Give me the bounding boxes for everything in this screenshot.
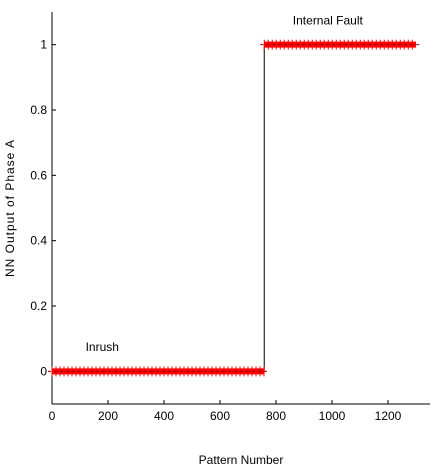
y-axis-label: NN Output of Phase A bbox=[3, 139, 17, 277]
x-tick-label: 400 bbox=[154, 409, 174, 423]
plot-area bbox=[48, 39, 420, 377]
y-tick-label: 0.6 bbox=[30, 168, 47, 182]
y-tick-label: 0.4 bbox=[30, 234, 47, 248]
x-tick-label: 800 bbox=[266, 409, 286, 423]
y-tick-label: 0 bbox=[40, 364, 47, 378]
series-line bbox=[52, 44, 416, 372]
y-tick-label: 0.2 bbox=[30, 299, 47, 313]
x-axis-label: Pattern Number bbox=[199, 453, 284, 467]
x-axis: 0 200 400 600 800 1000 1200 bbox=[49, 400, 402, 423]
y-axis: 0 0.2 0.4 0.6 0.8 1 bbox=[30, 38, 56, 378]
x-tick-label: 600 bbox=[210, 409, 230, 423]
y-tick-label: 0.8 bbox=[30, 103, 47, 117]
y-tick-label: 1 bbox=[40, 38, 47, 52]
annotation-label: Internal Fault bbox=[293, 13, 364, 27]
axes-frame bbox=[51, 12, 430, 405]
x-tick-label: 1200 bbox=[375, 409, 402, 423]
x-tick-label: 0 bbox=[49, 409, 56, 423]
x-tick-label: 200 bbox=[98, 409, 118, 423]
annotation-label: Inrush bbox=[86, 340, 119, 354]
x-tick-label: 1000 bbox=[319, 409, 346, 423]
annotations: Inrush Internal Fault bbox=[86, 13, 364, 354]
